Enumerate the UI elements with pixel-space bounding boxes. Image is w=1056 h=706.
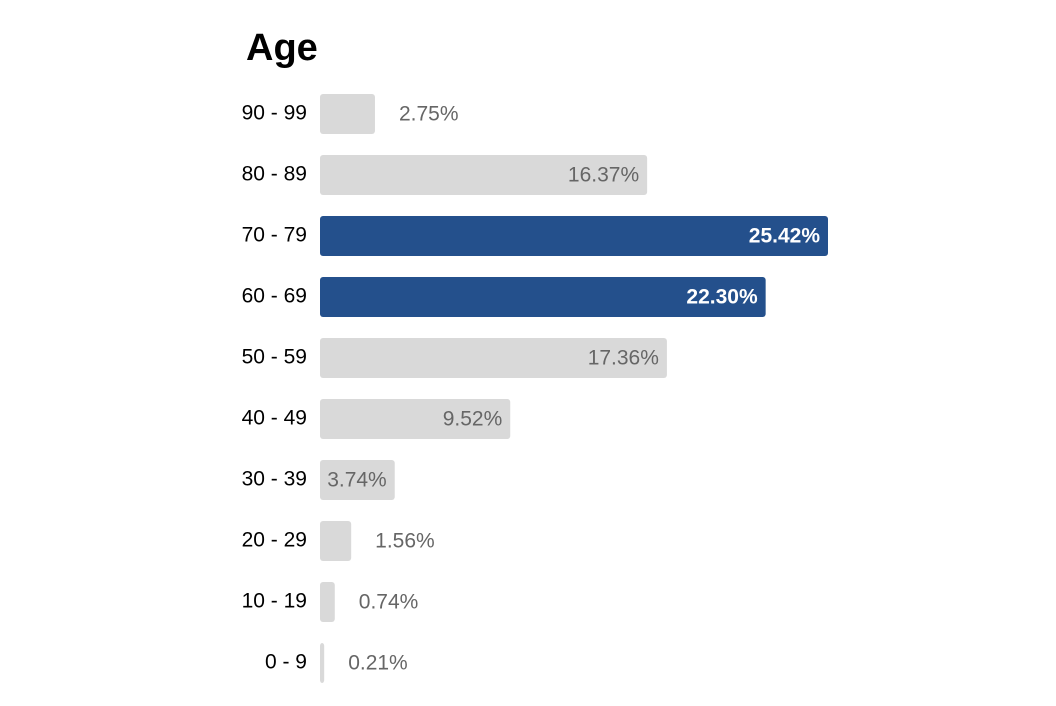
bar	[320, 277, 766, 317]
category-label: 60 - 69	[242, 285, 307, 308]
category-label: 50 - 59	[242, 346, 307, 369]
value-label: 0.21%	[348, 652, 408, 675]
chart-title: Age	[246, 27, 318, 69]
category-label: 0 - 9	[265, 651, 307, 674]
bar	[320, 521, 352, 561]
value-label: 3.74%	[327, 469, 387, 492]
bar	[320, 582, 335, 622]
value-label: 9.52%	[443, 408, 503, 431]
category-label: 70 - 79	[242, 224, 307, 247]
value-label: 17.36%	[588, 347, 659, 370]
value-label: 0.74%	[359, 591, 419, 614]
bar	[320, 216, 828, 256]
bar	[320, 155, 648, 195]
value-label: 1.56%	[375, 530, 435, 553]
category-label: 30 - 39	[242, 468, 307, 491]
category-label: 80 - 89	[242, 163, 307, 186]
bar	[320, 94, 375, 134]
category-label: 20 - 29	[242, 529, 307, 552]
value-label: 25.42%	[749, 225, 821, 248]
category-label: 10 - 19	[242, 590, 307, 613]
bar	[320, 338, 667, 378]
value-label: 16.37%	[568, 164, 639, 187]
bar	[320, 399, 511, 439]
value-label: 2.75%	[399, 103, 459, 126]
value-label: 22.30%	[686, 286, 758, 309]
bar	[320, 460, 395, 500]
category-label: 90 - 99	[242, 102, 307, 125]
category-label: 40 - 49	[242, 407, 307, 430]
bar	[320, 643, 325, 683]
